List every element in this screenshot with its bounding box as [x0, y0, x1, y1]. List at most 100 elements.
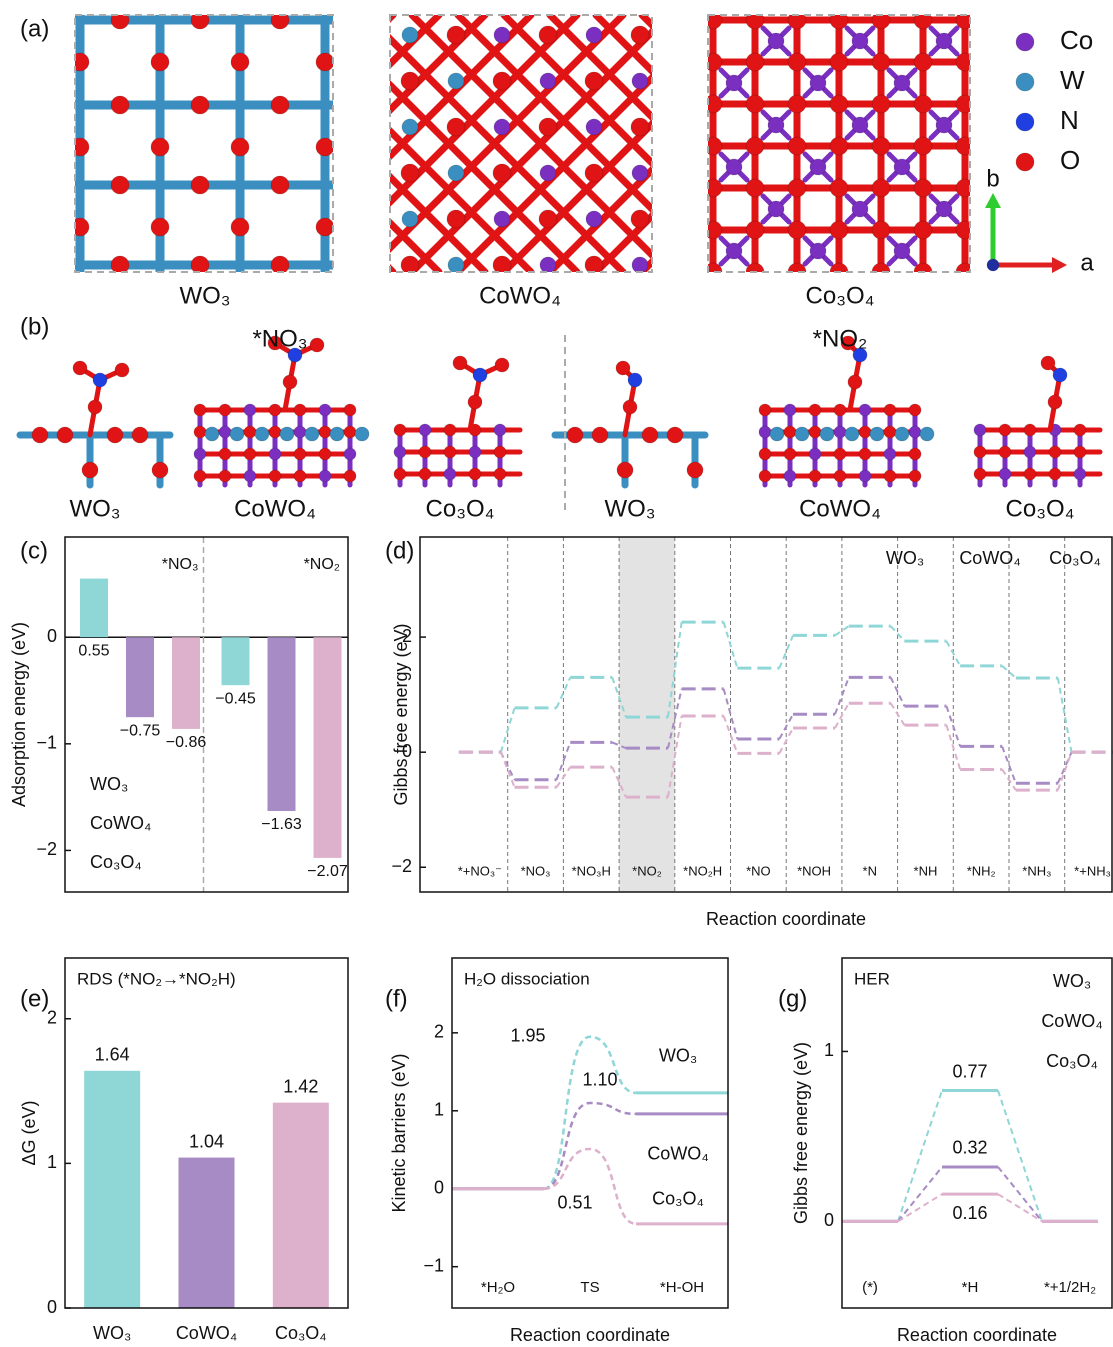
- atom: [81, 461, 99, 479]
- atom: [418, 467, 432, 481]
- atom: [808, 447, 822, 461]
- atom: [493, 210, 511, 228]
- x-tick-label: *+NO₃⁻: [458, 863, 502, 878]
- value-label: 0.55: [78, 642, 109, 659]
- atom: [913, 94, 933, 114]
- atom: [447, 164, 465, 182]
- x-tick-label: *NOH: [797, 863, 831, 878]
- atom: [204, 426, 220, 442]
- connector: [1056, 677, 1073, 753]
- panel-label: (g): [778, 985, 807, 1012]
- atom: [193, 403, 207, 417]
- atom: [809, 158, 827, 176]
- panel-label: (f): [385, 985, 408, 1012]
- bond: [90, 15, 347, 272]
- atom: [666, 426, 684, 444]
- structure-label: Co₃O₄: [426, 495, 495, 522]
- atom: [343, 403, 357, 417]
- atom: [955, 262, 970, 272]
- atom: [493, 26, 511, 44]
- atom: [1023, 467, 1037, 481]
- atom: [318, 403, 332, 417]
- atom: [783, 403, 797, 417]
- chart: (d) Gibbs free energy (eV) Reaction coordi…: [385, 536, 1113, 929]
- atom: [627, 372, 643, 388]
- y-tick-label: 0: [47, 626, 57, 646]
- atom: [150, 137, 170, 157]
- connector: [997, 1090, 1043, 1222]
- atom: [894, 426, 910, 442]
- atom: [936, 285, 952, 301]
- atom: [833, 403, 847, 417]
- atom: [858, 469, 872, 483]
- y-axis-label: Gibbs free energy (eV): [791, 1042, 811, 1224]
- atom: [908, 469, 922, 483]
- atom: [87, 399, 103, 415]
- frame: [74, 14, 334, 273]
- x-tick-label: CoWO₄: [176, 1323, 237, 1343]
- atom: [472, 367, 488, 383]
- atom: [955, 178, 970, 198]
- atom: [986, 258, 1000, 272]
- element-label: N: [1060, 105, 1079, 135]
- y-axis-label: Kinetic barriers (eV): [389, 1053, 409, 1212]
- value-label: −1.63: [261, 816, 302, 833]
- atom: [630, 25, 650, 45]
- connector: [834, 702, 850, 729]
- atom: [493, 467, 507, 481]
- atom: [973, 423, 987, 437]
- atom: [708, 136, 723, 156]
- frame: [707, 14, 971, 273]
- atom: [318, 425, 332, 439]
- highlight-band: [619, 537, 675, 892]
- bond: [390, 15, 489, 115]
- value-label: 1.04: [189, 1131, 224, 1151]
- x-tick-label: *NH₂: [967, 863, 996, 878]
- atom: [955, 15, 970, 30]
- bond: [454, 73, 652, 272]
- atom: [243, 469, 257, 483]
- atom: [1048, 445, 1062, 459]
- legend-entry: WO₃: [886, 548, 924, 568]
- atom: [539, 164, 557, 182]
- crystal: [90, 15, 652, 272]
- atom: [539, 72, 557, 90]
- atom: [354, 426, 370, 442]
- atom: [418, 445, 432, 459]
- y-axis-label: Adsorption energy (eV): [9, 622, 29, 807]
- value-label: −0.75: [120, 722, 161, 739]
- atom: [447, 72, 465, 90]
- atom: [998, 467, 1012, 481]
- bond: [592, 211, 652, 272]
- legend-entry: Co₃O₄: [1046, 1051, 1098, 1071]
- atom: [787, 15, 807, 30]
- atom: [630, 117, 650, 137]
- y-tick-label: −1: [36, 733, 57, 753]
- atom: [114, 362, 130, 378]
- connector: [997, 1166, 1043, 1222]
- connector: [997, 1193, 1043, 1223]
- atom: [1015, 152, 1035, 172]
- atom: [72, 360, 88, 376]
- y-tick-label: 0: [434, 1177, 444, 1197]
- y-axis-label: Gibbs free energy (eV): [391, 623, 411, 805]
- atom: [919, 426, 935, 442]
- y-tick-label: 1: [824, 1040, 834, 1060]
- atom: [955, 220, 970, 240]
- atom: [584, 71, 604, 91]
- atom: [840, 335, 856, 351]
- atom: [787, 262, 807, 272]
- atom: [446, 25, 466, 45]
- atom: [883, 425, 897, 439]
- atom: [400, 71, 420, 91]
- atom: [641, 426, 659, 444]
- structure-label: WO₃: [604, 495, 655, 522]
- atom: [1052, 367, 1068, 383]
- atom: [270, 15, 290, 30]
- atom: [871, 220, 891, 240]
- atom: [783, 469, 797, 483]
- legend-entry: WO₃: [659, 1046, 697, 1066]
- atom: [268, 469, 282, 483]
- atom: [686, 461, 704, 479]
